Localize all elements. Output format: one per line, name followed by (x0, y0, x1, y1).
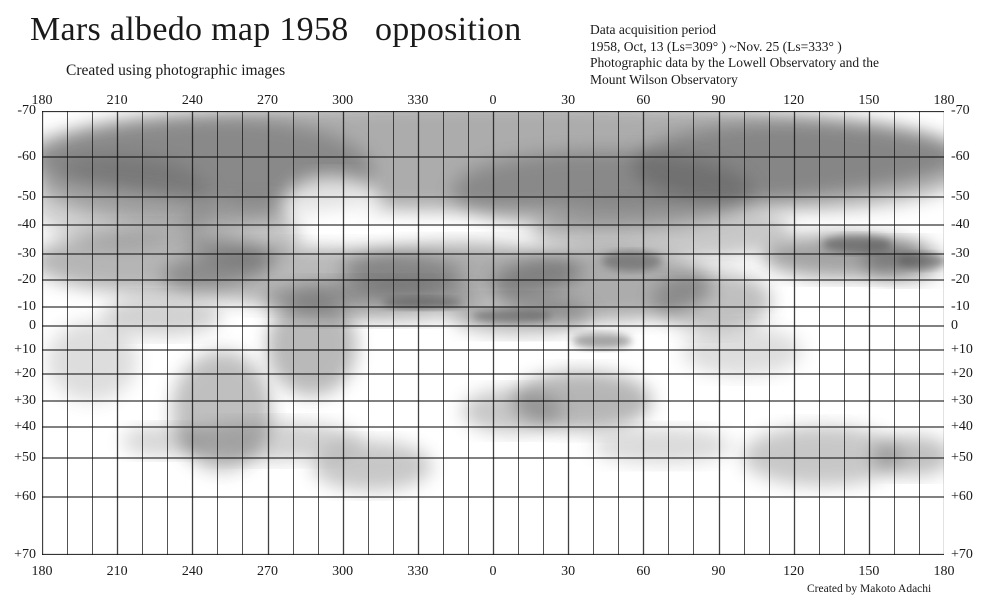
latitude-label-right: +10 (951, 342, 973, 357)
latitude-label-right: -50 (951, 189, 970, 204)
albedo-feature (462, 389, 562, 433)
albedo-feature (822, 235, 892, 253)
info-line: Data acquisition period (590, 22, 716, 37)
latitude-label-left: -50 (17, 189, 36, 204)
longitude-label-top: 180 (933, 93, 955, 108)
latitude-label-left: +70 (14, 547, 36, 562)
latitude-label-right: +60 (951, 489, 973, 504)
info-line: 1958, Oct, 13 (Ls=309° ) ~Nov. 25 (Ls=33… (590, 38, 842, 54)
longitude-label-top: 120 (783, 93, 805, 108)
acquisition-info: Data acquisition period 1958, Oct, 13 (L… (590, 22, 879, 88)
latitude-label-right: -20 (951, 272, 970, 287)
map-grid (42, 111, 944, 555)
latitude-label-left: -40 (17, 217, 36, 232)
longitude-label-top: 0 (489, 93, 497, 108)
latitude-label-left: -70 (17, 103, 36, 118)
latitude-label-left: +60 (14, 489, 36, 504)
longitude-label-bottom: 90 (711, 564, 726, 579)
author-credit: Created by Makoto Adachi (807, 583, 932, 595)
map-title: Mars albedo map 1958 opposition (30, 11, 522, 48)
albedo-shading (42, 111, 944, 491)
latitude-label-left: +50 (14, 450, 36, 465)
albedo-feature (312, 441, 432, 491)
albedo-map (42, 111, 944, 555)
longitude-label-bottom: 120 (783, 564, 805, 579)
latitude-label-right: -40 (951, 217, 970, 232)
longitude-label-bottom: 300 (332, 564, 354, 579)
latitude-label-left: +10 (14, 342, 36, 357)
albedo-feature (122, 426, 202, 456)
albedo-feature (182, 421, 362, 461)
latitude-label-right: -30 (951, 246, 970, 261)
longitude-label-bottom: 30 (561, 564, 576, 579)
latitude-label-right: -60 (951, 149, 970, 164)
latitude-label-left: -20 (17, 272, 36, 287)
albedo-feature (572, 333, 632, 349)
latitude-label-right: +30 (951, 393, 973, 408)
longitude-label-top: 60 (636, 93, 651, 108)
latitude-label-left: 0 (29, 318, 36, 333)
longitude-label-top: 240 (181, 93, 203, 108)
longitude-label-top: 210 (106, 93, 128, 108)
latitude-label-right: -10 (951, 299, 970, 314)
latitude-label-right: -70 (951, 103, 970, 118)
map-subtitle: Created using photographic images (66, 62, 286, 79)
longitude-label-bottom: 210 (106, 564, 128, 579)
albedo-feature (652, 271, 772, 331)
longitude-label-top: 300 (332, 93, 354, 108)
longitude-label-bottom: 240 (181, 564, 203, 579)
latitude-label-left: -30 (17, 246, 36, 261)
albedo-map-drawing (42, 111, 944, 555)
albedo-feature (47, 321, 137, 401)
longitude-label-bottom: 270 (257, 564, 278, 579)
albedo-feature (602, 251, 662, 271)
longitude-label-top: 330 (407, 93, 429, 108)
latitude-label-right: +40 (951, 419, 973, 434)
latitude-label-left: -10 (17, 299, 36, 314)
albedo-feature (182, 196, 302, 266)
albedo-feature (742, 426, 902, 486)
longitude-label-bottom: 60 (636, 564, 651, 579)
latitude-label-right: +70 (951, 547, 973, 562)
latitude-label-left: -60 (17, 149, 36, 164)
info-line: Photographic data by the Lowell Observat… (590, 55, 880, 70)
albedo-feature (682, 326, 802, 376)
latitude-label-left: +30 (14, 393, 36, 408)
longitude-label-bottom: 180 (31, 564, 53, 579)
longitude-label-top: 180 (31, 93, 53, 108)
info-line: Mount Wilson Observatory (590, 71, 738, 87)
albedo-feature (472, 309, 552, 323)
bright-region (282, 176, 382, 236)
longitude-label-top: 90 (711, 93, 726, 108)
longitude-label-bottom: 0 (489, 564, 497, 579)
longitude-label-bottom: 330 (407, 564, 429, 579)
albedo-feature (382, 297, 462, 309)
albedo-feature (267, 296, 357, 396)
longitude-label-bottom: 180 (933, 564, 955, 579)
albedo-feature (532, 201, 792, 261)
latitude-label-right: +50 (951, 450, 973, 465)
albedo-feature (592, 428, 732, 464)
albedo-feature (42, 156, 212, 246)
latitude-label-left: +20 (14, 366, 36, 381)
longitude-label-top: 30 (561, 93, 576, 108)
latitude-label-left: +40 (14, 419, 36, 434)
latitude-label-right: +20 (951, 366, 973, 381)
longitude-label-top: 270 (257, 93, 278, 108)
latitude-label-right: 0 (951, 318, 958, 333)
albedo-feature (872, 436, 944, 476)
longitude-label-bottom: 150 (858, 564, 880, 579)
albedo-feature (897, 253, 944, 269)
longitude-label-top: 150 (858, 93, 880, 108)
